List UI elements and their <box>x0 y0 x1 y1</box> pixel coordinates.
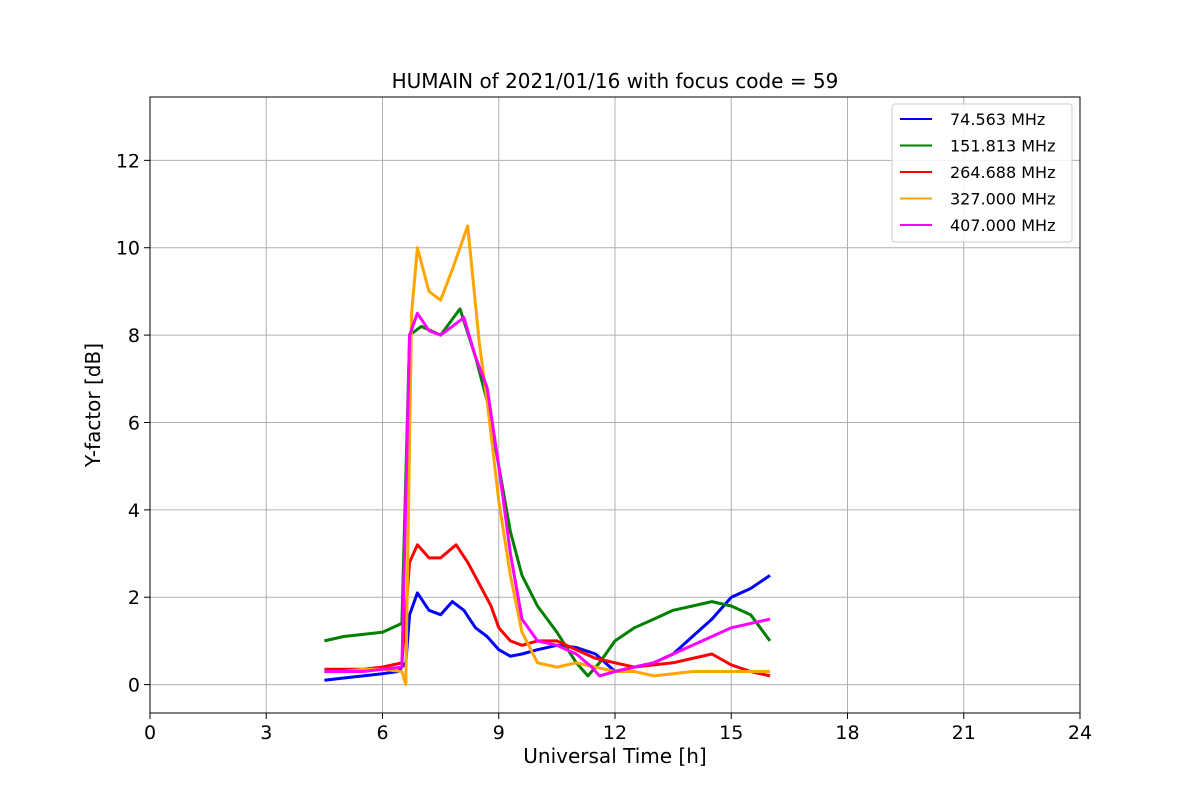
chart-title: HUMAIN of 2021/01/16 with focus code = 5… <box>392 69 839 93</box>
legend-label: 74.563 MHz <box>950 110 1045 129</box>
x-tick-label: 6 <box>376 722 388 744</box>
series-group <box>324 224 772 687</box>
series-line-5 <box>324 311 771 678</box>
legend-label: 264.688 MHz <box>950 163 1055 182</box>
y-tick-label: 10 <box>116 238 140 260</box>
y-tick-label: 2 <box>128 587 140 609</box>
series-line-4 <box>324 224 770 687</box>
x-axis-label: Universal Time [h] <box>523 744 706 768</box>
legend-label: 327.000 MHz <box>950 190 1055 209</box>
y-tick-label: 8 <box>128 325 140 347</box>
x-tick-label: 12 <box>603 722 627 744</box>
x-tick-label: 0 <box>144 722 156 744</box>
y-tick-label: 12 <box>116 150 140 172</box>
y-axis-label: Y-factor [dB] <box>81 343 105 468</box>
legend-label: 407.000 MHz <box>950 216 1055 235</box>
y-tick-label: 4 <box>128 500 140 522</box>
x-tick-label: 9 <box>493 722 505 744</box>
x-tick-label: 21 <box>952 722 976 744</box>
legend: 74.563 MHz 151.813 MHz 264.688 MHz 327.000 … <box>891 103 1073 243</box>
legend-label: 151.813 MHz <box>950 137 1055 156</box>
x-tick-label: 18 <box>835 722 859 744</box>
y-tick-label: 6 <box>128 412 140 434</box>
x-tick-label: 3 <box>260 722 272 744</box>
legend-box <box>891 103 1073 243</box>
x-tick-label: 15 <box>719 722 743 744</box>
y-tick-label: 0 <box>128 675 140 697</box>
x-tick-label: 24 <box>1068 722 1092 744</box>
